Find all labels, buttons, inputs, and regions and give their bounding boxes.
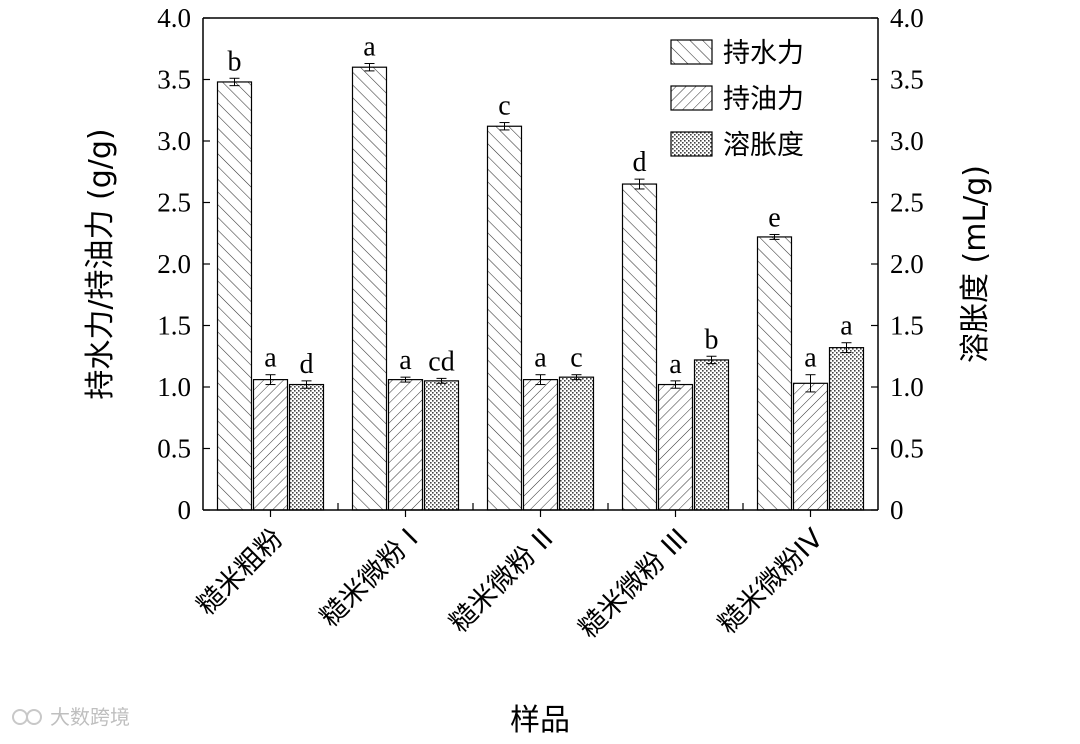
significance-label: a [399, 345, 412, 376]
bar [621, 183, 658, 511]
significance-label: e [768, 202, 780, 233]
significance-label: a [669, 349, 682, 380]
significance-label: c [498, 91, 510, 122]
x-axis-title: 样品 [510, 703, 570, 738]
y-tick-label-right: 1.0 [890, 372, 924, 402]
bar [756, 236, 793, 511]
y-tick-label-right: 2.0 [890, 249, 924, 279]
bar [216, 81, 253, 511]
x-category-label: 糙米微粉 I [314, 523, 424, 633]
y-tick-label-left: 4.0 [157, 3, 191, 33]
y-tick-label-right: 2.5 [890, 188, 924, 218]
significance-label: d [300, 349, 314, 380]
bar [252, 379, 289, 511]
legend-swatch [670, 131, 713, 157]
legend-label: 溶胀度 [723, 130, 804, 161]
significance-label: d [633, 147, 647, 178]
x-category-label: 糙米粗粉 [191, 523, 289, 621]
bar [486, 125, 523, 511]
x-category-label: 糙米微粉 III [573, 523, 694, 644]
bar [351, 66, 388, 511]
y-tick-label-right: 4.0 [890, 3, 924, 33]
y-tick-label-left: 1.0 [157, 372, 191, 402]
y-tick-label-right: 0.5 [890, 434, 924, 464]
legend-label: 持水力 [723, 38, 804, 69]
y-tick-label-left: 0.5 [157, 434, 191, 464]
legend-label: 持油力 [723, 84, 804, 115]
watermark-logo-icon [12, 709, 42, 725]
y-tick-label-left: 2.5 [157, 188, 191, 218]
bar [288, 383, 325, 511]
significance-label: b [228, 46, 242, 77]
significance-label: a [264, 343, 277, 374]
significance-label: cd [428, 346, 454, 377]
y-tick-label-right: 1.5 [890, 311, 924, 341]
bar [657, 383, 694, 511]
x-category-label: 糙米微粉 II [444, 523, 560, 639]
watermark-text: 大数跨境 [50, 705, 130, 729]
bar [828, 347, 865, 511]
bar [792, 382, 829, 511]
legend-swatch [670, 85, 713, 111]
significance-label: b [705, 324, 719, 355]
bar [693, 359, 730, 511]
y-axis-left-title: 持水力/持油力 (g/g) [83, 128, 118, 399]
bar [387, 379, 424, 511]
y-tick-label-right: 3.0 [890, 126, 924, 156]
bar [522, 379, 559, 511]
significance-label: c [570, 343, 582, 374]
y-tick-label-left: 3.5 [157, 65, 191, 95]
y-tick-label-left: 3.0 [157, 126, 191, 156]
y-tick-label-right: 3.5 [890, 65, 924, 95]
y-axis-right-title: 溶胀度 (mL/g) [958, 165, 993, 363]
legend-swatch [670, 39, 713, 65]
significance-label: a [534, 343, 547, 374]
bar [423, 380, 460, 511]
y-tick-label-left: 1.5 [157, 311, 191, 341]
significance-label: a [804, 343, 817, 374]
x-category-label: 糙米微粉IV [712, 523, 829, 640]
y-tick-label-left: 0 [178, 495, 192, 525]
y-tick-label-right: 0 [890, 495, 904, 525]
significance-label: a [363, 32, 376, 63]
y-tick-label-left: 2.0 [157, 249, 191, 279]
watermark: 大数跨境 [12, 705, 130, 729]
significance-label: a [840, 311, 853, 342]
bar [558, 376, 595, 511]
